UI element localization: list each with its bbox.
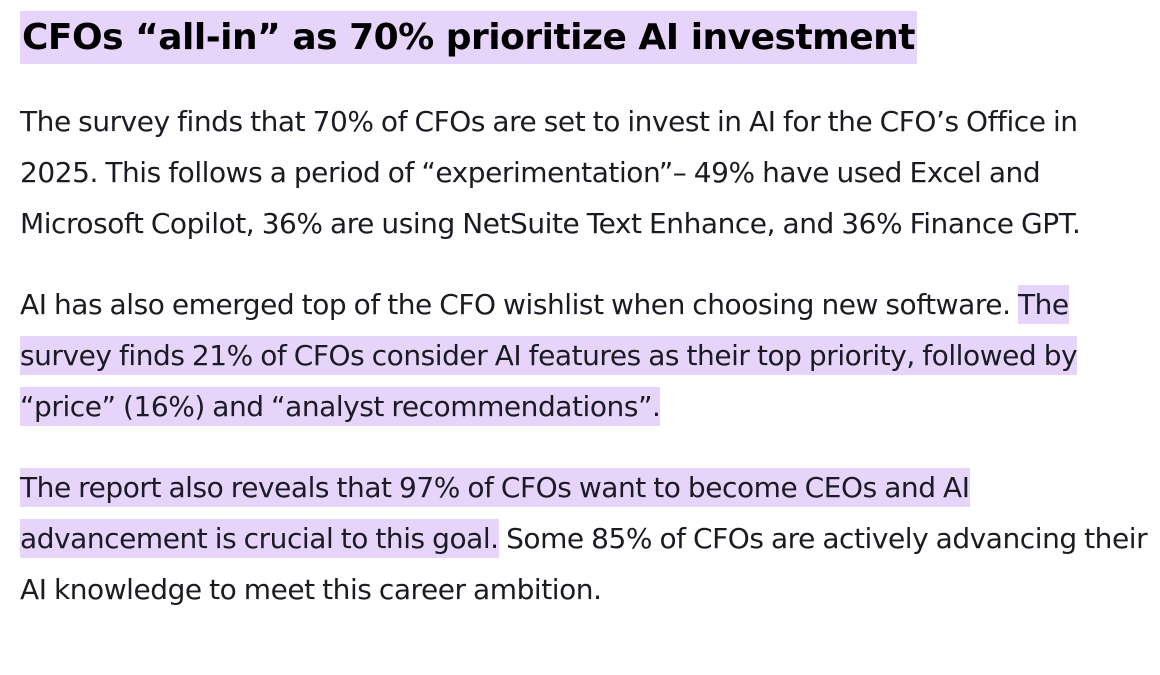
paragraph-text: Some 85% of CFOs are actively advancing … xyxy=(20,522,1148,606)
article-paragraph: The report also reveals that 97% of CFOs… xyxy=(20,462,1150,615)
article: CFOs “all-in” as 70% prioritize AI inves… xyxy=(20,10,1150,615)
article-paragraph: AI has also emerged top of the CFO wishl… xyxy=(20,279,1150,432)
article-paragraph: The survey finds that 70% of CFOs are se… xyxy=(20,96,1150,249)
headline-highlight: CFOs “all-in” as 70% prioritize AI inves… xyxy=(20,11,917,64)
paragraph-text: The survey finds that 70% of CFOs are se… xyxy=(20,105,1081,240)
paragraph-text: AI has also emerged top of the CFO wishl… xyxy=(20,288,1018,321)
article-headline: CFOs “all-in” as 70% prioritize AI inves… xyxy=(20,10,1150,66)
